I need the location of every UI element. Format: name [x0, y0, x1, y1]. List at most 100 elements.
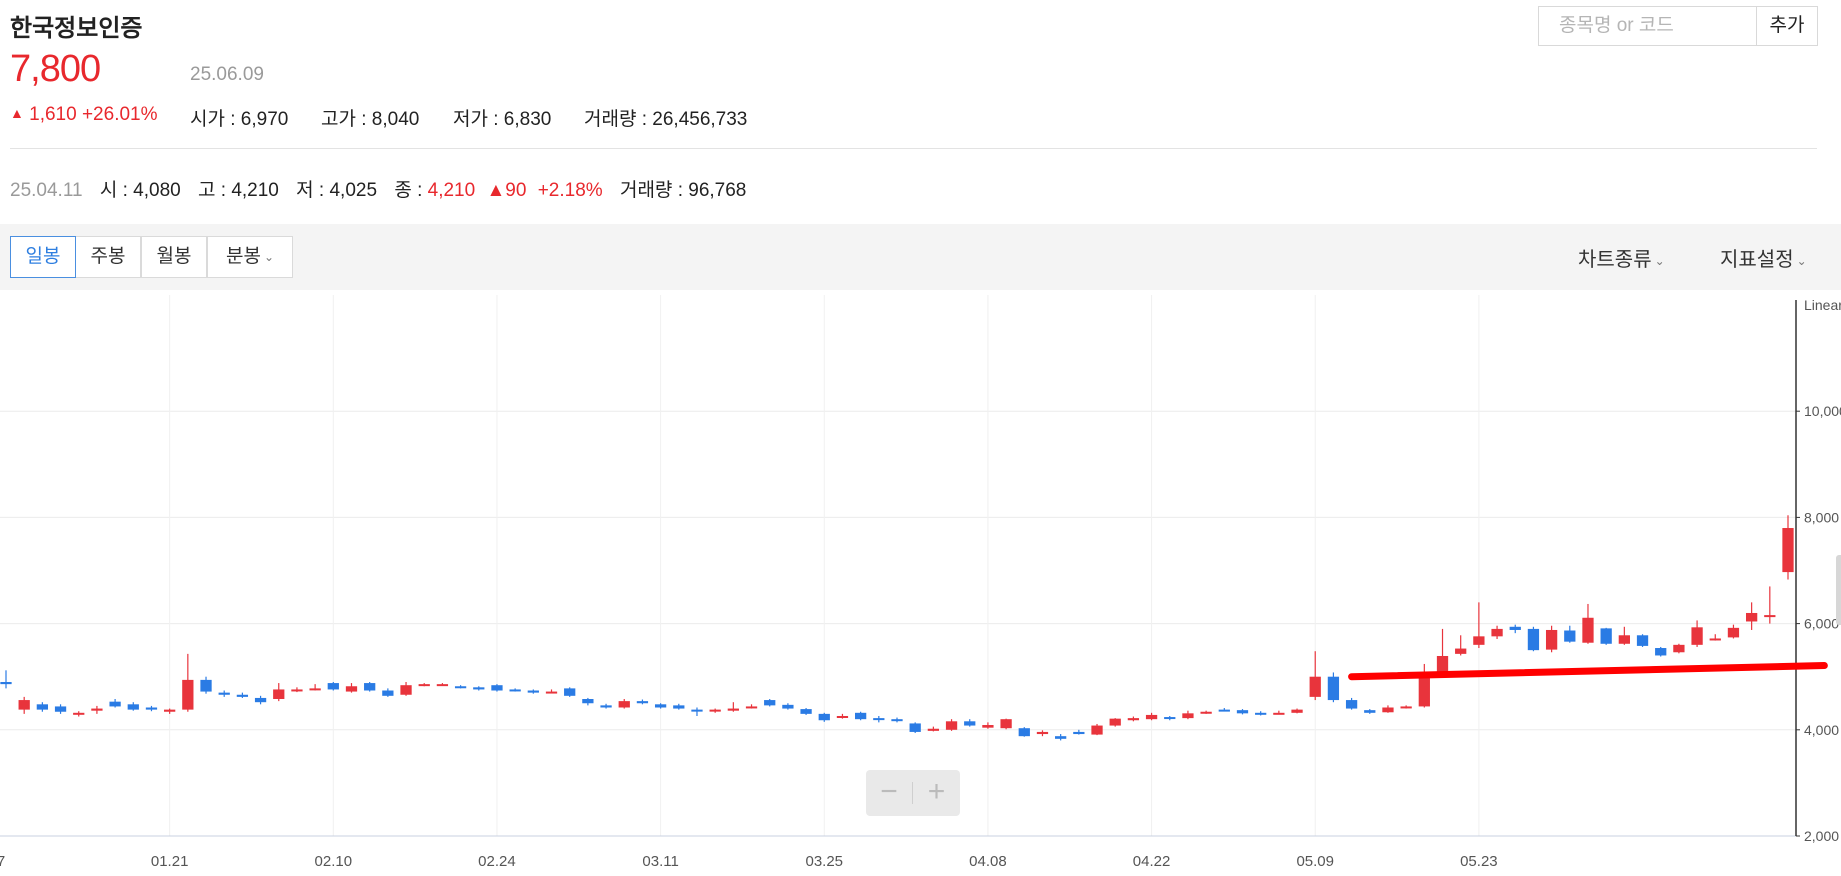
candle: [673, 705, 685, 709]
candle: [764, 700, 776, 706]
candle: [727, 708, 739, 711]
candle: [1400, 706, 1412, 709]
candle: [909, 723, 921, 732]
hover-volume-label: 거래량 :: [619, 180, 689, 201]
candle: [1436, 655, 1449, 677]
zoom-divider: [912, 782, 913, 804]
scrollbar-handle[interactable]: [1836, 555, 1841, 625]
candle: [454, 686, 467, 689]
candle: [1273, 712, 1285, 715]
x-tick-label: 02.10: [315, 853, 353, 870]
candle: [0, 682, 12, 685]
candle: [327, 683, 339, 690]
hover-open-label: 시 :: [99, 180, 134, 201]
candle: [1309, 676, 1321, 697]
add-button[interactable]: 추가: [1756, 6, 1818, 46]
candle: [418, 684, 430, 687]
candle: [654, 704, 667, 708]
y-tick-label: 6,000: [1804, 616, 1839, 632]
candle: [1255, 712, 1267, 715]
x-tick-label: 04.08: [969, 853, 1007, 870]
candle: [545, 691, 558, 694]
search-input[interactable]: [1539, 7, 1757, 45]
candle: [91, 708, 103, 711]
candle: [745, 706, 758, 709]
candle: [691, 709, 703, 712]
candle: [1582, 617, 1594, 643]
hover-high: 4,210: [231, 180, 279, 201]
x-tick-label: 03.25: [805, 853, 843, 870]
candle: [1618, 635, 1630, 644]
tab-minute[interactable]: 분봉 ⌄: [207, 236, 293, 278]
candle: [218, 692, 230, 695]
scale-label: Linear: [1804, 297, 1841, 313]
header-divider: [10, 148, 1817, 149]
candle: [1564, 630, 1576, 642]
high-label: 고가 :: [321, 109, 372, 130]
candle: [1345, 700, 1358, 709]
current-price: 7,800: [10, 48, 101, 90]
candle: [1055, 736, 1067, 739]
candle: [345, 686, 358, 692]
stock-name: 한국정보인증: [10, 15, 143, 42]
hover-up-arrow-icon: ▲: [486, 180, 506, 201]
candle: [36, 704, 49, 710]
candle: [1091, 725, 1103, 735]
tab-monthly[interactable]: 월봉: [141, 236, 207, 278]
y-tick-label: 2,000: [1804, 828, 1839, 844]
tab-weekly[interactable]: 주봉: [75, 236, 141, 278]
hover-open: 4,080: [133, 180, 181, 201]
candle: [1691, 627, 1703, 645]
candle: [1145, 714, 1158, 720]
tab-minute-label: 분봉: [225, 246, 261, 267]
hover-low-label: 저 :: [296, 180, 330, 201]
chevron-down-icon: ⌄: [1796, 254, 1807, 268]
candle: [145, 707, 158, 710]
candle: [836, 715, 849, 718]
candle: [127, 704, 139, 710]
change-value: 1,610 +26.01%: [29, 104, 158, 125]
chart-type-menu[interactable]: 차트종류 ⌄: [1578, 243, 1665, 272]
candle: [1018, 728, 1030, 737]
indicator-label: 지표설정: [1720, 249, 1794, 271]
candle: [945, 721, 958, 730]
x-tick-label: 01.21: [151, 853, 189, 870]
zoom-control: − +: [866, 770, 960, 816]
candle: [1673, 644, 1685, 653]
price-date: 25.06.09: [190, 64, 264, 85]
x-tick-label: 07: [0, 853, 5, 870]
candle: [182, 679, 194, 710]
volume-value: 26,456,733: [652, 109, 748, 130]
candlestick-chart[interactable]: 2,000 4,000 6,000 8,000 10,000 Linear 07 01.21 0…: [0, 290, 1841, 876]
tab-daily[interactable]: 일봉: [10, 236, 76, 278]
candle: [564, 688, 576, 696]
hover-high-label: 고 :: [198, 180, 232, 201]
low-stat: 저가 : 6,830: [453, 104, 551, 131]
candle: [854, 712, 867, 720]
candle: [1364, 710, 1376, 713]
zoom-in-button[interactable]: +: [927, 775, 946, 808]
candle: [891, 719, 903, 722]
candle: [618, 701, 630, 708]
candle: [1200, 711, 1212, 714]
candle: [236, 694, 249, 697]
candle: [782, 704, 794, 709]
candle: [509, 689, 521, 692]
up-arrow-icon: ▲: [10, 105, 24, 121]
indicator-menu[interactable]: 지표설정 ⌄: [1720, 243, 1807, 272]
y-tick-label: 8,000: [1804, 509, 1839, 525]
zoom-out-button[interactable]: −: [880, 775, 898, 808]
chart-type-label: 차트종류: [1578, 249, 1652, 271]
hover-close-label: 종 :: [394, 180, 428, 201]
hover-change-pct: +2.18%: [537, 180, 603, 201]
search-box: [1538, 6, 1758, 46]
candle: [109, 701, 121, 707]
chart-toolbar: [0, 224, 1841, 290]
candle: [200, 679, 212, 692]
candle: [1727, 627, 1740, 638]
hover-volume: 96,768: [688, 180, 747, 201]
candle: [636, 701, 649, 704]
candle: [1036, 731, 1049, 735]
candle: [1236, 710, 1249, 714]
chevron-down-icon: ⌄: [1654, 254, 1665, 268]
